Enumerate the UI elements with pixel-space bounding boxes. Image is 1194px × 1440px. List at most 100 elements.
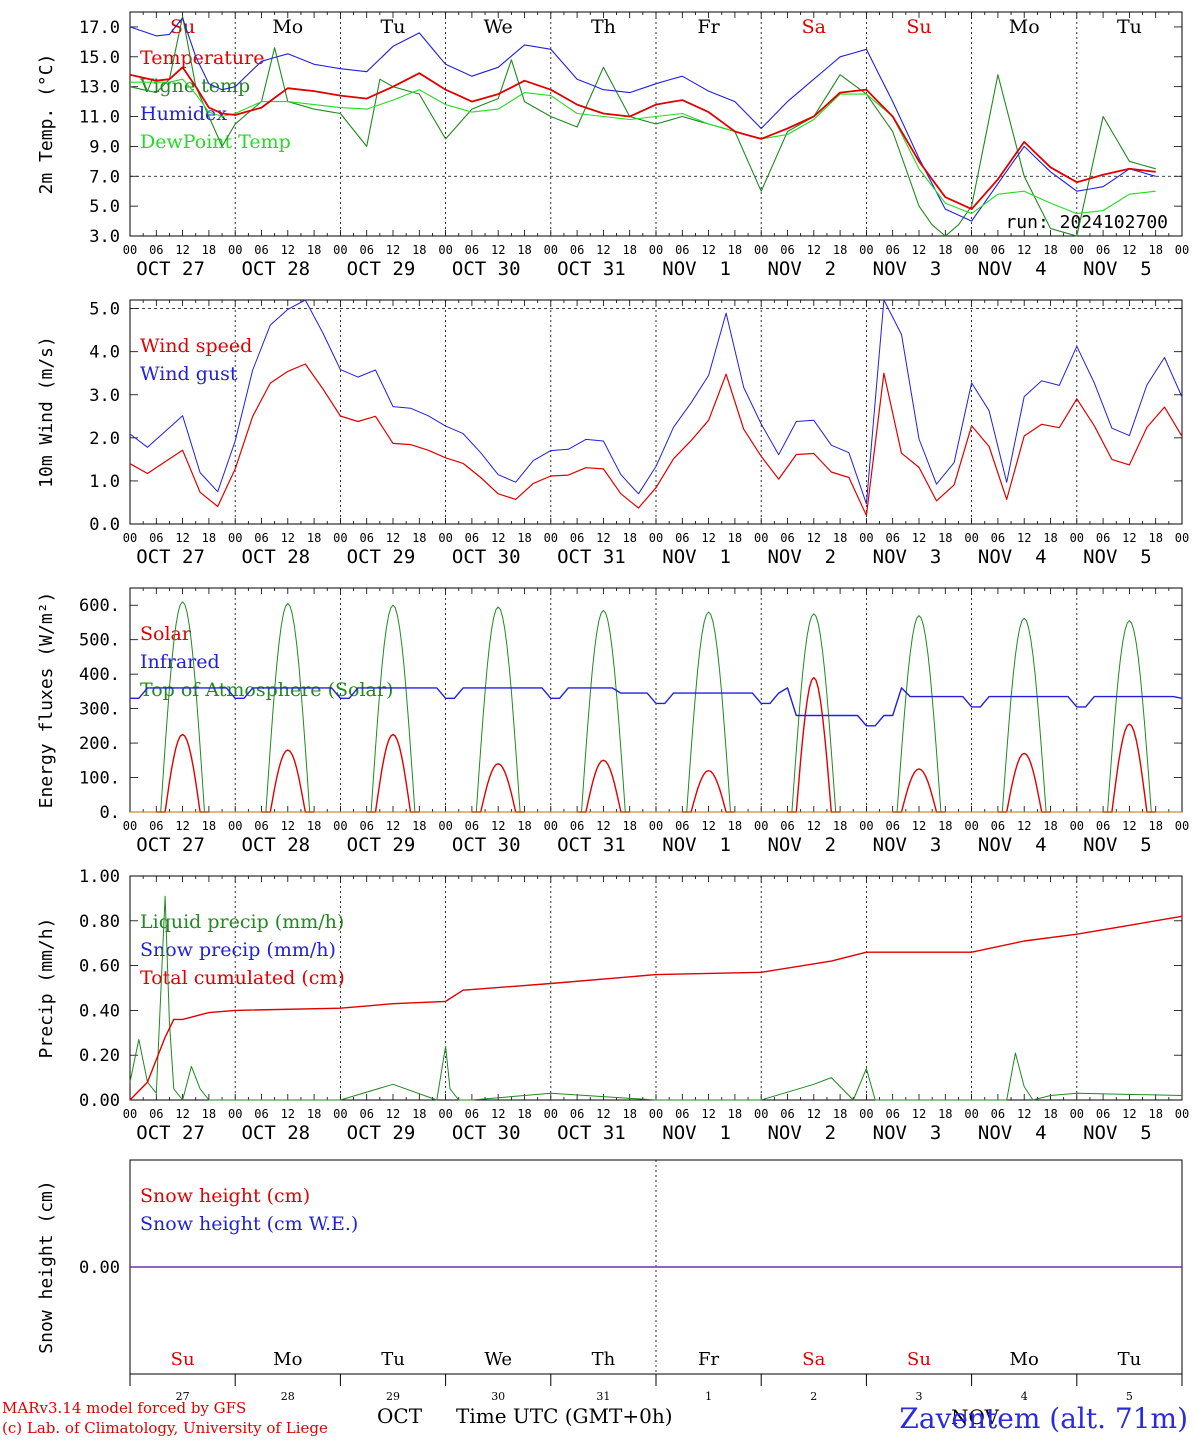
weekday-label-bottom: Tu — [381, 1349, 405, 1370]
series-toa-solar — [471, 606, 525, 813]
y-tick-label: 0.20 — [79, 1046, 120, 1066]
y-tick-label: 4.0 — [89, 343, 120, 363]
hour-tick-label: 18 — [833, 1107, 847, 1121]
hour-tick-label: 12 — [1017, 243, 1031, 257]
hour-tick-label: 18 — [412, 243, 426, 257]
hour-tick-label: 12 — [386, 531, 400, 545]
hour-tick-label: 12 — [701, 819, 715, 833]
hour-tick-label: 06 — [991, 243, 1005, 257]
day-label: OCT 31 — [557, 834, 626, 856]
hour-tick-label: 18 — [307, 243, 321, 257]
hour-tick-label: 18 — [1043, 243, 1057, 257]
y-tick-label: 300. — [79, 700, 120, 720]
y-tick-label: 2.0 — [89, 429, 120, 449]
hour-tick-label: 12 — [807, 1107, 821, 1121]
hour-tick-label: 18 — [728, 531, 742, 545]
day-label: OCT 31 — [557, 546, 626, 568]
weekday-label-bottom: Su — [907, 1349, 931, 1370]
series-solar — [156, 733, 209, 813]
hour-tick-label: 00 — [1070, 819, 1084, 833]
hour-tick-label: 00 — [228, 819, 242, 833]
hour-tick-label: 18 — [307, 819, 321, 833]
day-label: NOV 5 — [1083, 834, 1152, 856]
series-solar — [682, 769, 735, 813]
hour-tick-label: 12 — [1122, 1107, 1136, 1121]
hour-tick-label: 18 — [1148, 531, 1162, 545]
hour-tick-label: 18 — [412, 1107, 426, 1121]
y-axis-label: 2m Temp. (°C) — [36, 54, 57, 195]
hour-tick-label: 00 — [438, 1107, 452, 1121]
hour-tick-label: 18 — [1043, 1107, 1057, 1121]
hour-tick-label: 12 — [1122, 531, 1136, 545]
hour-tick-label: 06 — [465, 531, 479, 545]
series-toa-solar — [682, 611, 735, 813]
hour-tick-label: 18 — [202, 243, 216, 257]
day-label: NOV 3 — [873, 1122, 942, 1144]
day-label: NOV 4 — [978, 546, 1047, 568]
hour-tick-label: 00 — [964, 243, 978, 257]
hour-tick-label: 12 — [596, 243, 610, 257]
hour-tick-label: 18 — [517, 531, 531, 545]
hour-tick-label: 00 — [754, 1107, 768, 1121]
y-tick-label: 200. — [79, 734, 120, 754]
hour-tick-label: 18 — [1043, 819, 1057, 833]
hour-tick-label: 06 — [780, 531, 794, 545]
hour-tick-label: 18 — [202, 531, 216, 545]
series-toa-solar — [787, 613, 841, 813]
day-number: 2 — [810, 1390, 817, 1403]
day-label: OCT 27 — [136, 258, 205, 280]
hour-tick-label: 12 — [701, 243, 715, 257]
series-liquid-precip — [129, 895, 1183, 1101]
day-label: NOV 4 — [978, 834, 1047, 856]
legend-entry: DewPoint Temp — [140, 131, 291, 153]
hour-tick-label: 00 — [123, 819, 137, 833]
legend-entry: Snow height (cm W.E.) — [140, 1213, 358, 1235]
hour-tick-label: 00 — [123, 531, 137, 545]
hour-tick-label: 18 — [412, 819, 426, 833]
y-axis-label: Energy fluxes (W/m²) — [36, 592, 57, 809]
hour-tick-label: 12 — [1017, 819, 1031, 833]
day-number: 1 — [705, 1390, 712, 1403]
hour-tick-label: 00 — [1070, 531, 1084, 545]
day-label: NOV 3 — [873, 834, 942, 856]
hour-tick-label: 18 — [938, 531, 952, 545]
hour-tick-label: 06 — [991, 819, 1005, 833]
hour-tick-label: 18 — [202, 1107, 216, 1121]
hour-tick-label: 06 — [359, 531, 373, 545]
day-label: NOV 2 — [767, 1122, 836, 1144]
y-tick-label: 0.60 — [79, 957, 120, 977]
day-label: NOV 4 — [978, 258, 1047, 280]
x-axis-title: Time UTC (GMT+0h) — [456, 1404, 673, 1428]
hour-tick-label: 00 — [438, 819, 452, 833]
y-axis-label: Precip (mm/h) — [36, 918, 57, 1059]
legend-entry: Infrared — [140, 651, 220, 673]
hour-tick-label: 18 — [622, 1107, 636, 1121]
series-toa-solar — [366, 604, 420, 813]
hour-tick-label: 12 — [807, 243, 821, 257]
hour-tick-label: 06 — [570, 1107, 584, 1121]
hour-tick-label: 18 — [1148, 1107, 1162, 1121]
run-label: run: 2024102700 — [1005, 212, 1168, 233]
hour-tick-label: 12 — [386, 243, 400, 257]
y-axis-label: Snow height (cm) — [36, 1180, 57, 1353]
hour-tick-label: 12 — [386, 1107, 400, 1121]
day-number: 4 — [1021, 1390, 1028, 1403]
hour-tick-label: 06 — [570, 243, 584, 257]
hour-tick-label: 06 — [1096, 531, 1110, 545]
day-number: 3 — [916, 1390, 923, 1403]
hour-tick-label: 00 — [754, 243, 768, 257]
hour-tick-label: 18 — [1043, 531, 1057, 545]
hour-tick-label: 18 — [833, 243, 847, 257]
weekday-label-bottom: Tu — [1118, 1349, 1142, 1370]
day-number: 30 — [491, 1390, 505, 1403]
hour-tick-label: 06 — [885, 531, 899, 545]
hour-tick-label: 12 — [1122, 819, 1136, 833]
day-label: NOV 1 — [662, 1122, 731, 1144]
hour-tick-label: 00 — [544, 819, 558, 833]
hour-tick-label: 06 — [885, 1107, 899, 1121]
hour-tick-label: 18 — [833, 819, 847, 833]
y-tick-label: 0.40 — [79, 1001, 120, 1021]
hour-tick-label: 06 — [780, 1107, 794, 1121]
series-toa-solar — [1103, 620, 1156, 813]
hour-tick-label: 00 — [649, 1107, 663, 1121]
